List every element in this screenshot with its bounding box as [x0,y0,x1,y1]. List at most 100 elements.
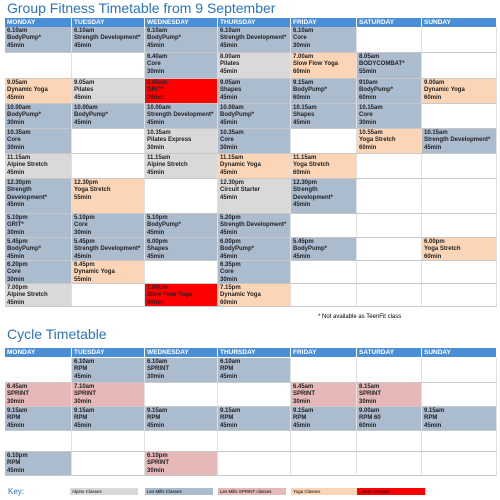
empty-cell [357,431,422,452]
class-cell: 10.35am Core 30min [5,129,72,154]
class-duration: 45min [7,42,25,49]
class-duration: 45min [74,373,92,380]
empty-cell [422,358,497,383]
class-time: 12.30pm [7,180,32,186]
class-name: Dynamic Yoga [424,87,465,94]
day-header: WEDNESDAY [145,18,218,27]
class-duration: 45min [220,229,238,236]
empty-cell [291,358,357,383]
class-cell: 6.00pm Shapes 45min [145,238,218,261]
class-cell: 10.15am Strength Development* 45min [422,129,497,154]
class-name: BodyPump* [7,246,42,253]
class-name: RPM [74,415,88,422]
class-name: RPM [7,460,21,467]
class-name: Alpine Stretch [147,162,188,169]
empty-cell [357,284,422,307]
class-time: 7.00am [293,54,314,60]
class-name: Yoga Stretch [359,137,396,144]
class-duration: 60min [293,94,311,101]
class-time: 7.10am [74,384,95,390]
class-name: Core [7,269,21,276]
class-time: 9.00am [424,80,445,86]
class-time: 9.15am [74,408,95,414]
class-time: 6.10am [147,28,168,34]
class-time: 6.10am [74,359,95,365]
empty-cell [357,154,422,179]
class-time: 5.20pm [220,215,241,221]
class-time: 6.45am [293,384,314,390]
day-header: MONDAY [5,348,72,357]
class-cell: 6.45am SPRINT 30min [5,383,72,407]
class-cell: 6.10am SPRINT 30min [145,358,218,383]
class-time: 9.15am [293,408,314,414]
class-cell: 8.15am SPRINT 30min [357,383,422,407]
class-cell: 7.00pm Alpine Stretch 45min [5,284,72,307]
class-duration: 30min [7,276,25,283]
class-duration: 45min [220,194,238,201]
day-header: SUNDAY [422,348,497,357]
empty-cell [422,261,497,284]
class-cell: 6.45pm Dynamic Yoga 55min [72,261,145,284]
class-name: Core [293,35,307,42]
class-time: 9.00am [359,408,380,414]
class-time: 9.15am [293,80,314,86]
key-swatch: Alpine Classes [70,488,138,495]
class-duration: 30min [147,94,165,101]
class-cell: 11.15am Alpine Stretch 45min [145,154,218,179]
class-name: BodyPump* [7,112,42,119]
class-name: BodyPump* [220,112,255,119]
empty-cell [291,431,357,452]
class-time: 6.10pm [147,453,168,459]
class-time: 10.15am [424,130,448,136]
class-cell: 12.30pm Strength Development* 45min [291,179,357,214]
class-cell: 6.00pm BodyPump* 45min [218,238,291,261]
empty-cell [422,383,497,407]
class-name: RPM [220,366,234,373]
empty-cell [422,27,497,53]
class-time: 8.00am [220,54,241,60]
empty-cell [357,214,422,238]
class-name: SPRINT [147,366,170,373]
class-duration: 30min [293,42,311,49]
class-cell: 9.00am RPM 60 60min [357,407,422,431]
class-cell: 10.00am BodyPump* 45min [218,104,291,129]
class-name: SPRINT [7,391,30,398]
class-name: RPM [7,415,21,422]
class-name: Strength Development* [147,112,214,119]
empty-cell [357,261,422,284]
class-time: 6.20pm [7,262,28,268]
day-header: TUESDAY [72,18,145,27]
class-cell: 6.10am Strength Development* 45min [218,27,291,53]
class-name: Core [359,112,373,119]
class-time: 8.15am [359,384,380,390]
empty-cell [291,284,357,307]
class-cell: 10.15am Shapes 45min [291,104,357,129]
class-duration: 45min [293,253,311,260]
class-cell: 6.10am BodyPump* 45min [145,27,218,53]
class-cell: 9.15am RPM 45min [291,407,357,431]
class-duration: 45min [220,94,238,101]
class-time: 9.05am [220,80,241,86]
class-duration: 60min [359,144,377,151]
class-cell: 7.00am Slow Flow Yoga 60min [291,53,357,79]
class-cell: 6.10am RPM 45min [218,358,291,383]
empty-cell [422,431,497,452]
empty-cell [5,431,72,452]
class-duration: 30min [359,398,377,405]
day-header: THURSDAY [218,18,291,27]
class-cell: 7.00pm Slow Flow Yoga 60min [145,284,218,307]
class-duration: 45min [220,373,238,380]
footnote: * Not available as TeenFit class [318,314,402,320]
class-time: 7.00pm [147,285,168,291]
empty-cell [72,284,145,307]
empty-cell [357,452,422,476]
class-name: Dynamic Yoga [74,269,115,276]
class-time: 11.15am [293,155,317,161]
class-name: Strength Development* [220,222,287,229]
class-duration: 60min [424,94,442,101]
class-time: 5.10pm [74,215,95,221]
empty-cell [218,383,291,407]
empty-cell [357,27,422,53]
class-duration: 45min [220,169,238,176]
class-cell: 8.00am Pilates 45min [218,53,291,79]
